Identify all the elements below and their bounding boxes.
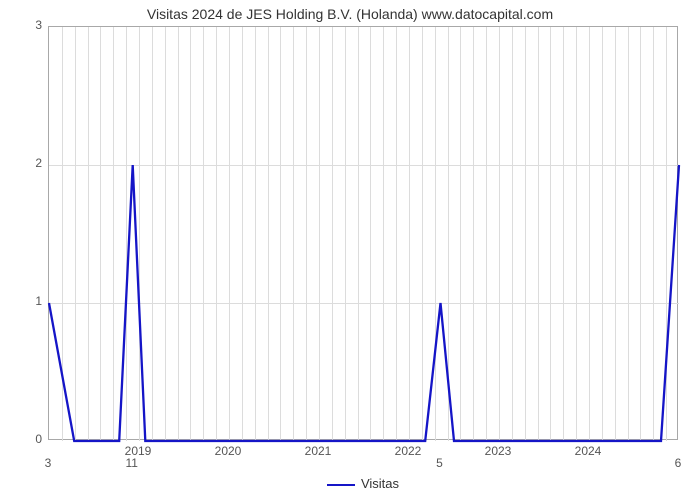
x-tick-label: 2020: [215, 444, 242, 458]
line-series: [49, 27, 679, 441]
y-tick-label: 3: [12, 18, 42, 32]
legend-label: Visitas: [361, 476, 399, 491]
data-point-label: 6: [675, 456, 682, 470]
x-tick-label: 2022: [395, 444, 422, 458]
plot-area: [48, 26, 678, 440]
data-point-label: 3: [45, 456, 52, 470]
x-tick-label: 2023: [485, 444, 512, 458]
series-polyline: [49, 165, 679, 441]
chart-wrapper: Visitas 2024 de JES Holding B.V. (Holand…: [0, 0, 700, 500]
y-tick-label: 0: [12, 432, 42, 446]
legend-swatch: [327, 484, 355, 486]
y-tick-label: 1: [12, 294, 42, 308]
x-tick-label: 2024: [575, 444, 602, 458]
x-tick-label: 2021: [305, 444, 332, 458]
data-point-label: 5: [436, 456, 443, 470]
data-point-label: 11: [125, 456, 137, 470]
y-tick-label: 2: [12, 156, 42, 170]
chart-title: Visitas 2024 de JES Holding B.V. (Holand…: [0, 6, 700, 22]
legend: Visitas: [48, 476, 678, 491]
